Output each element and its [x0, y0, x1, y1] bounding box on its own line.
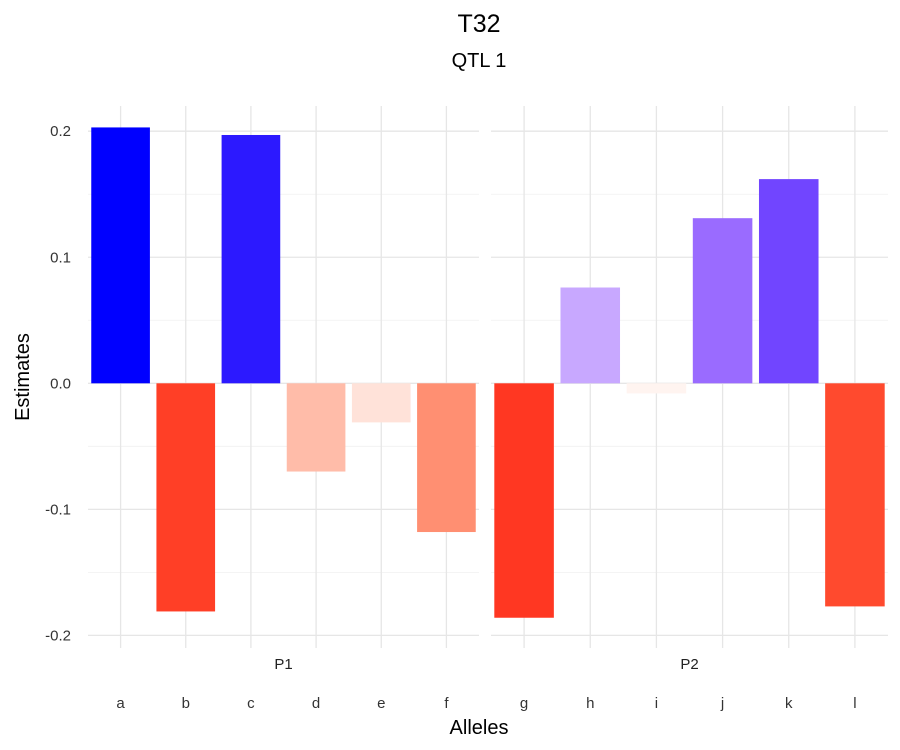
- bar-k: [758, 179, 819, 384]
- bar-c: [221, 134, 281, 384]
- x-tick-label: i: [655, 695, 658, 712]
- chart-title: T32: [457, 10, 500, 38]
- y-tick-label: 0.2: [50, 123, 71, 140]
- bar-d: [286, 383, 346, 472]
- x-tick-label: d: [312, 695, 320, 712]
- y-axis-title: Estimates: [12, 333, 34, 421]
- bar-l: [825, 383, 885, 607]
- y-tick-label: -0.2: [45, 627, 71, 644]
- grid: [88, 106, 888, 648]
- x-tick-label: j: [720, 695, 724, 712]
- chart-subtitle: QTL 1: [452, 50, 507, 72]
- x-tick-label: g: [520, 695, 528, 712]
- bar-h: [560, 287, 621, 384]
- y-tick-label: -0.1: [45, 501, 71, 518]
- bar-j: [692, 218, 753, 384]
- x-tick-label: h: [586, 695, 594, 712]
- bar-b: [156, 383, 216, 612]
- bar-i: [626, 383, 687, 394]
- x-tick-label: b: [182, 695, 190, 712]
- bar-a: [91, 127, 150, 384]
- x-tick-label: f: [444, 695, 449, 712]
- x-tick-label: a: [116, 695, 125, 712]
- panel-label: P2: [680, 656, 698, 673]
- panel-label: P1: [274, 656, 292, 673]
- bar-f: [417, 383, 476, 533]
- x-tick-label: c: [247, 695, 255, 712]
- bar-e: [351, 383, 411, 423]
- x-tick-label: l: [853, 695, 856, 712]
- tick-labels: -0.2 -0.1 0.0 0.1 0.2 a b c d e f P1 g h i j k l P2: [45, 123, 856, 712]
- x-axis-title: Alleles: [450, 717, 509, 739]
- x-tick-label: e: [377, 695, 385, 712]
- bars: [91, 127, 885, 618]
- x-tick-label: k: [785, 695, 793, 712]
- y-tick-label: 0.0: [50, 375, 71, 392]
- y-tick-label: 0.1: [50, 249, 71, 266]
- bar-g: [494, 383, 554, 618]
